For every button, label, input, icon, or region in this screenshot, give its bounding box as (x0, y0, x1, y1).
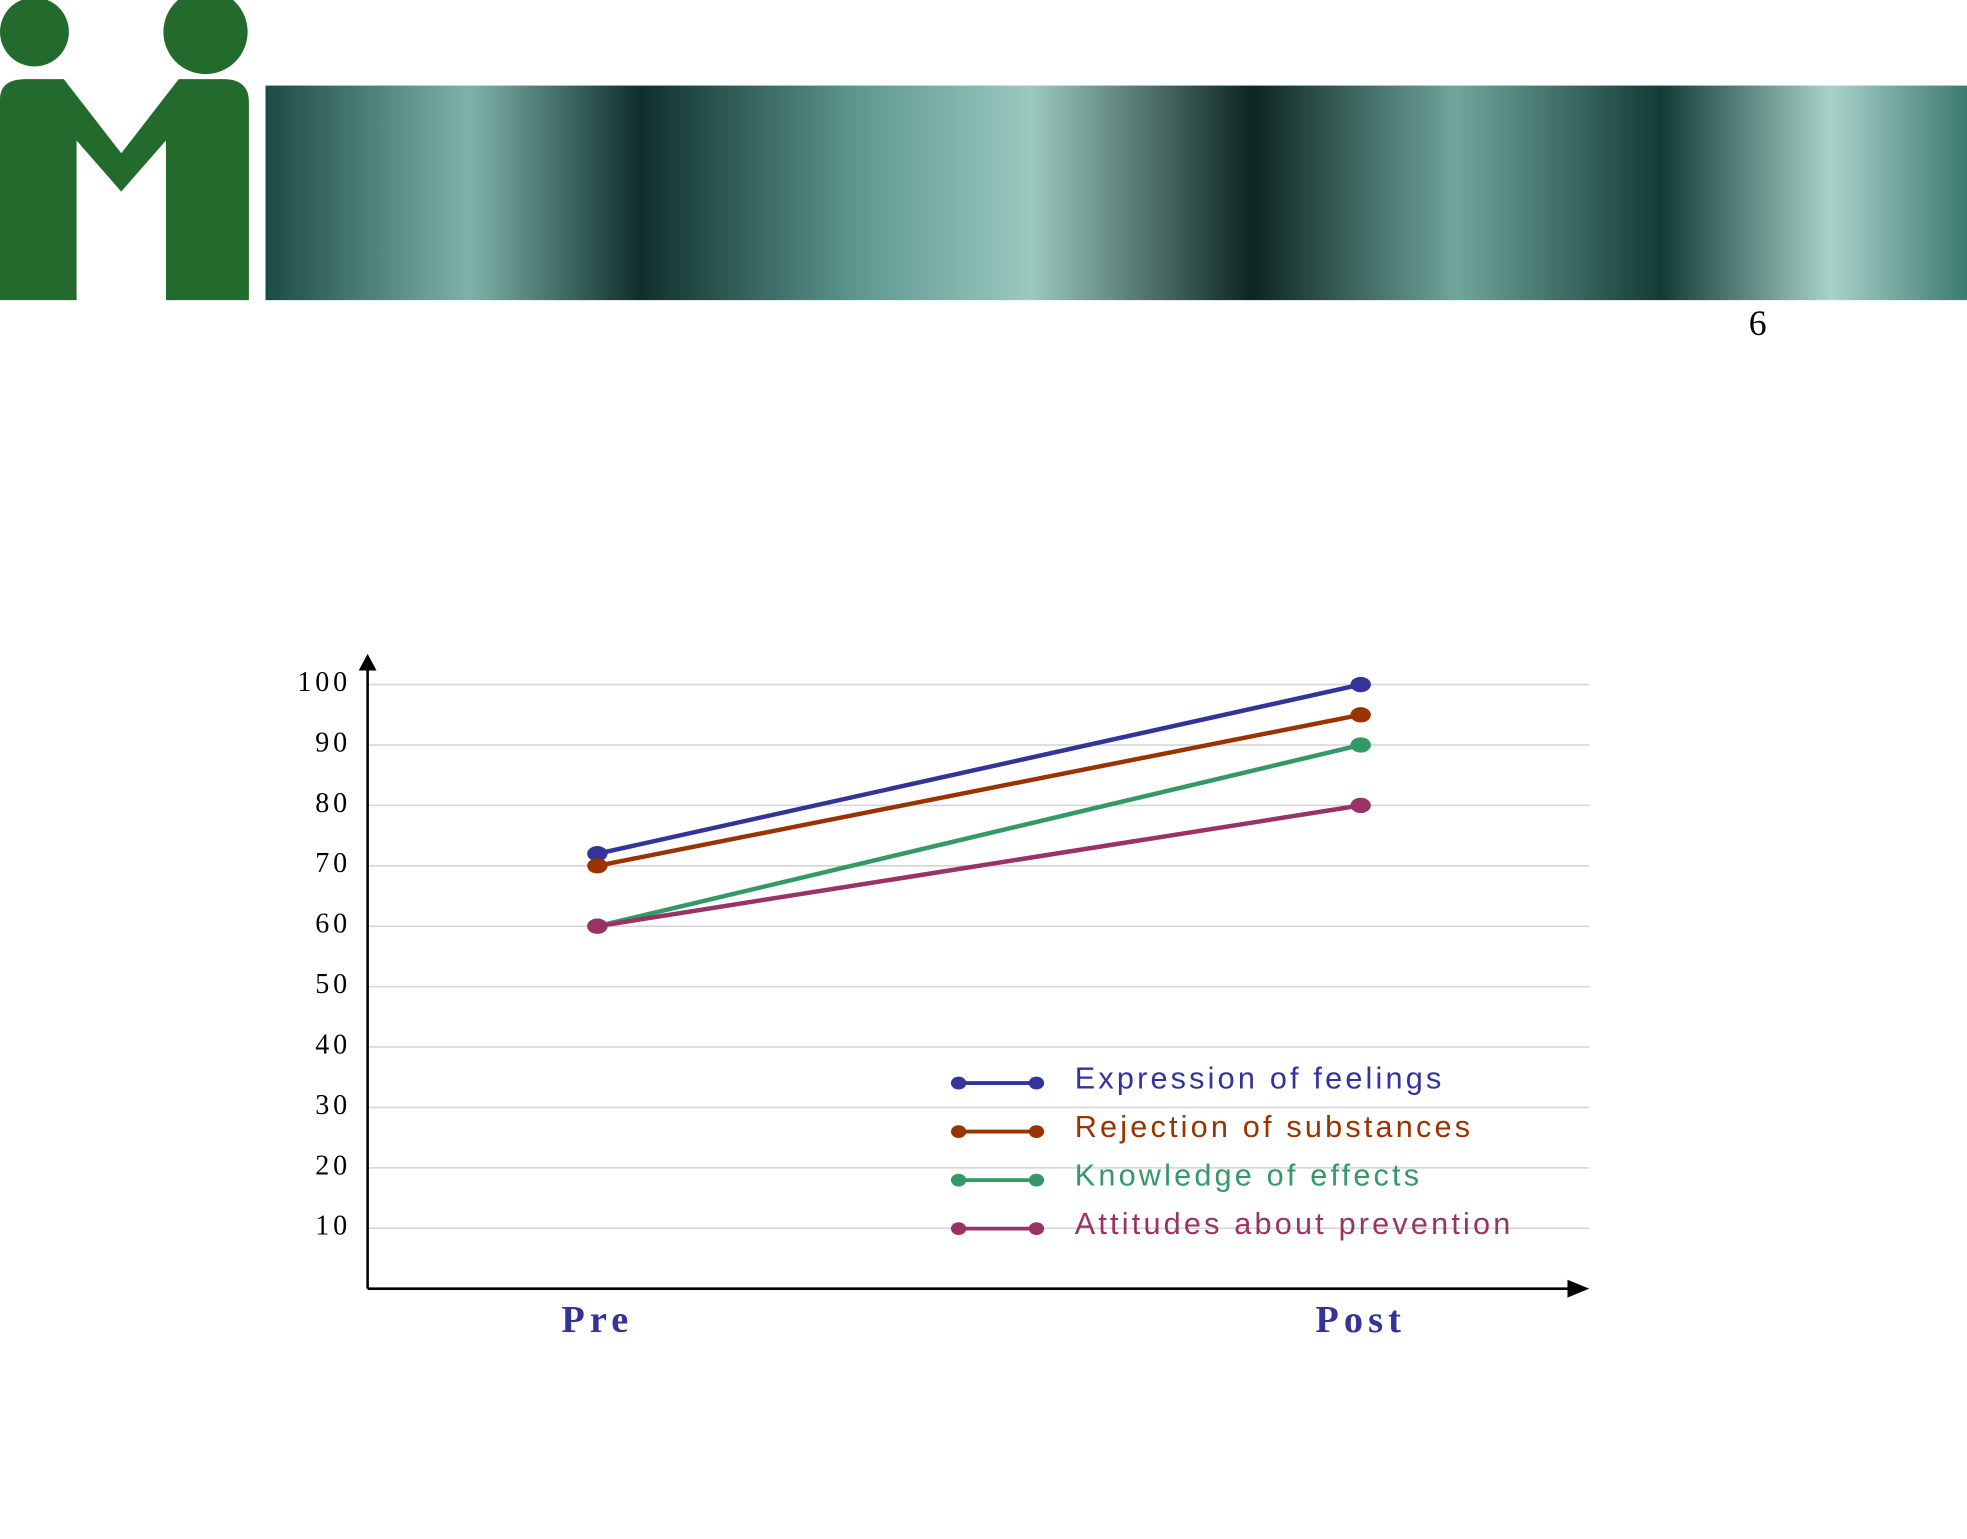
series-line (596, 712, 1362, 868)
data-point (587, 918, 608, 934)
data-point (1350, 676, 1371, 693)
data-point (587, 858, 608, 874)
y-axis-arrow (358, 653, 377, 671)
legend-marker (1028, 1076, 1045, 1090)
legend-marker (950, 1222, 967, 1236)
legend-marker (1028, 1173, 1045, 1187)
y-tick-label: 100 (297, 667, 351, 698)
legend-marker (950, 1173, 967, 1187)
logo (0, 0, 249, 301)
series-line (597, 803, 1362, 929)
plot (358, 653, 1590, 1298)
data-point (1350, 797, 1371, 814)
data-point (1350, 707, 1371, 723)
banner (0, 0, 1967, 301)
x-tick-label: Post (1315, 1299, 1406, 1341)
legend-label: Expression of feelings (1075, 1062, 1445, 1096)
photo-strip (265, 85, 1967, 301)
series-line (596, 742, 1362, 929)
y-tick-label: 10 (315, 1211, 351, 1242)
x-axis-arrow (1567, 1279, 1590, 1298)
y-tick-label: 70 (315, 848, 351, 879)
page-number: 6 (1749, 303, 1767, 343)
y-tick-label: 40 (315, 1029, 351, 1060)
legend-label: Attitudes about prevention (1075, 1207, 1514, 1241)
y-tick-label: 90 (315, 727, 351, 758)
y-tick-label: 30 (315, 1090, 351, 1121)
y-tick-label: 60 (315, 909, 351, 940)
legend-marker (1028, 1125, 1045, 1138)
data-point (1350, 737, 1371, 753)
legend-marker (1028, 1222, 1045, 1236)
x-tick-label: Pre (561, 1299, 633, 1341)
y-tick-label: 50 (315, 969, 351, 1000)
legend-marker (950, 1125, 967, 1138)
legend-label: Knowledge of effects (1075, 1159, 1423, 1193)
data-point (587, 846, 608, 862)
legend-marker (950, 1076, 967, 1090)
legend-label: Rejection of substances (1075, 1110, 1473, 1144)
y-tick-label: 80 (315, 788, 351, 819)
y-tick-label: 20 (315, 1150, 351, 1181)
series-line (596, 682, 1362, 856)
